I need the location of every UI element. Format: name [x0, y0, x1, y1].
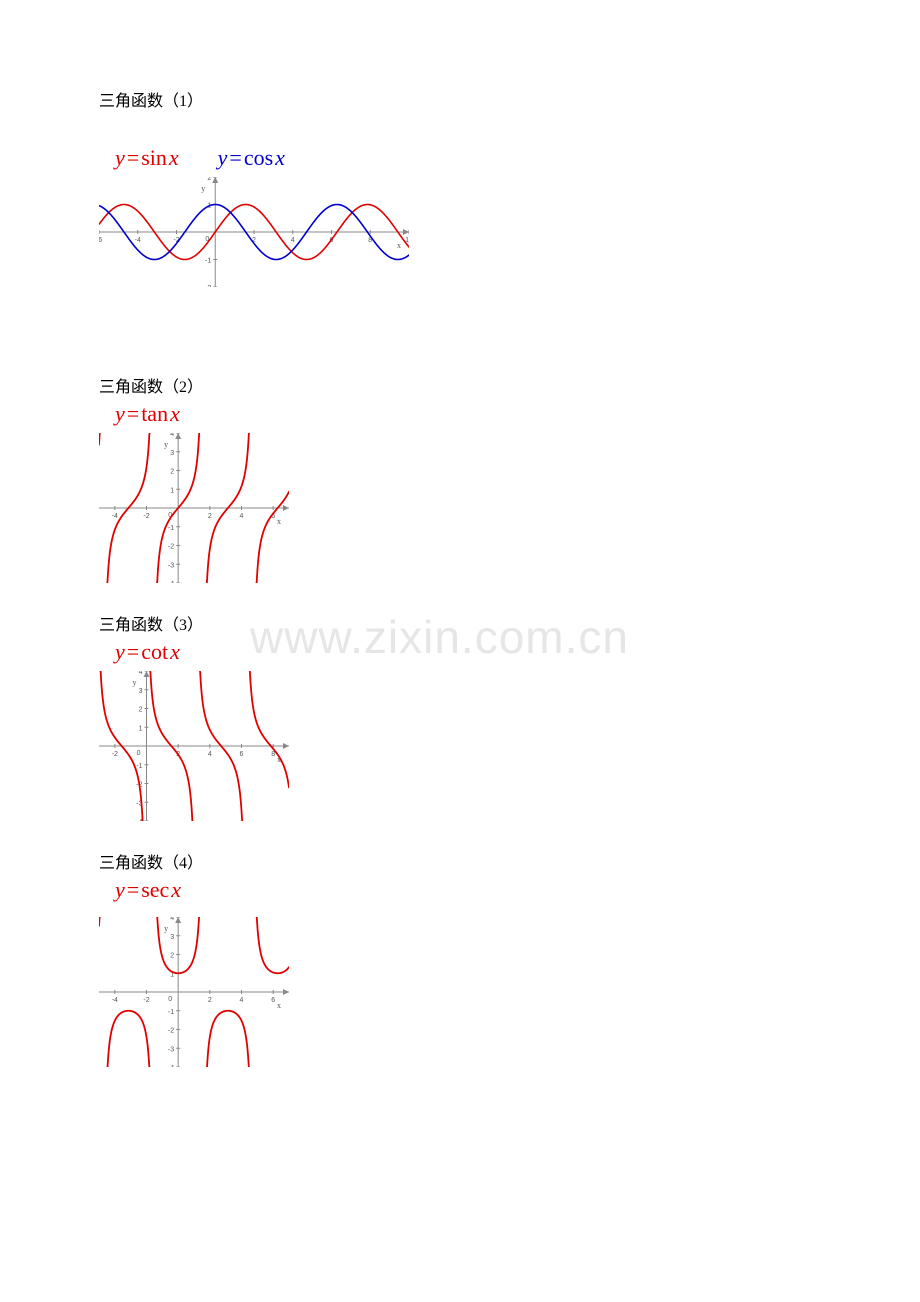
svg-text:2: 2	[170, 953, 174, 960]
svg-text:-3: -3	[168, 562, 174, 569]
formula-row-1: y=sinx y=cosx	[115, 145, 819, 171]
chart-sec: -4-20246-4-3-2-11234xy	[99, 917, 289, 1067]
formula-row-3: y=cotx	[115, 639, 819, 665]
svg-text:-1: -1	[168, 1009, 174, 1016]
chart-tan: -4-20246-4-3-2-11234xy	[99, 433, 289, 583]
svg-text:2: 2	[170, 469, 174, 476]
svg-text:3: 3	[170, 450, 174, 457]
svg-text:-4: -4	[168, 581, 174, 583]
svg-text:x: x	[277, 1001, 281, 1010]
svg-text:-4: -4	[112, 997, 118, 1004]
svg-text:x: x	[397, 241, 401, 250]
svg-text:-2: -2	[112, 751, 118, 758]
svg-text:-4: -4	[135, 237, 141, 244]
svg-text:2: 2	[207, 177, 211, 182]
svg-text:y: y	[164, 440, 168, 449]
svg-text:-2: -2	[143, 997, 149, 1004]
svg-text:1: 1	[170, 487, 174, 494]
svg-text:4: 4	[170, 917, 174, 922]
formula-tan: y=tanx	[115, 401, 180, 426]
svg-text:-4: -4	[136, 819, 142, 821]
svg-text:-6: -6	[99, 237, 102, 244]
svg-text:2: 2	[208, 997, 212, 1004]
svg-text:6: 6	[240, 751, 244, 758]
chart-cot: -202468-4-3-2-11234xy	[99, 671, 289, 821]
svg-text:2: 2	[208, 513, 212, 520]
svg-text:3: 3	[139, 688, 143, 695]
svg-text:1: 1	[139, 725, 143, 732]
formula-row-2: y=tanx	[115, 401, 819, 427]
section-heading-1: 三角函数（1）	[99, 87, 819, 111]
svg-text:-3: -3	[168, 1046, 174, 1053]
formula-cot: y=cotx	[115, 639, 180, 664]
svg-text:y: y	[133, 678, 137, 687]
section-heading-4: 三角函数（4）	[99, 849, 819, 873]
formula-sec: y=secx	[115, 877, 181, 902]
page-content: 三角函数（1） y=sinx y=cosx -6-4-20246810-2-11…	[99, 87, 819, 1095]
svg-text:y: y	[201, 184, 205, 193]
section-heading-3: 三角函数（3）	[99, 611, 819, 635]
svg-text:0: 0	[137, 750, 141, 757]
svg-text:-2: -2	[143, 513, 149, 520]
svg-text:-4: -4	[168, 1065, 174, 1067]
svg-text:-2: -2	[168, 1028, 174, 1035]
svg-text:4: 4	[208, 751, 212, 758]
svg-text:y: y	[164, 924, 168, 933]
svg-text:2: 2	[139, 707, 143, 714]
formula-cos: y=cosx	[218, 145, 285, 170]
section-heading-2: 三角函数（2）	[99, 373, 819, 397]
svg-text:-2: -2	[205, 285, 211, 287]
svg-text:4: 4	[170, 433, 174, 438]
formula-row-4: y=secx	[115, 877, 819, 903]
svg-text:3: 3	[170, 934, 174, 941]
formula-sin: y=sinx	[115, 145, 184, 170]
svg-text:-2: -2	[168, 544, 174, 551]
svg-text:-1: -1	[205, 258, 211, 265]
svg-text:4: 4	[240, 513, 244, 520]
svg-text:8: 8	[271, 751, 275, 758]
svg-text:4: 4	[139, 671, 143, 676]
svg-text:0: 0	[168, 996, 172, 1003]
svg-text:x: x	[277, 517, 281, 526]
chart-sin-cos: -6-4-20246810-2-112xy	[99, 177, 409, 287]
svg-text:6: 6	[271, 997, 275, 1004]
svg-text:-1: -1	[136, 763, 142, 770]
svg-text:-4: -4	[112, 513, 118, 520]
svg-text:-1: -1	[168, 525, 174, 532]
svg-text:4: 4	[240, 997, 244, 1004]
svg-text:4: 4	[291, 237, 295, 244]
